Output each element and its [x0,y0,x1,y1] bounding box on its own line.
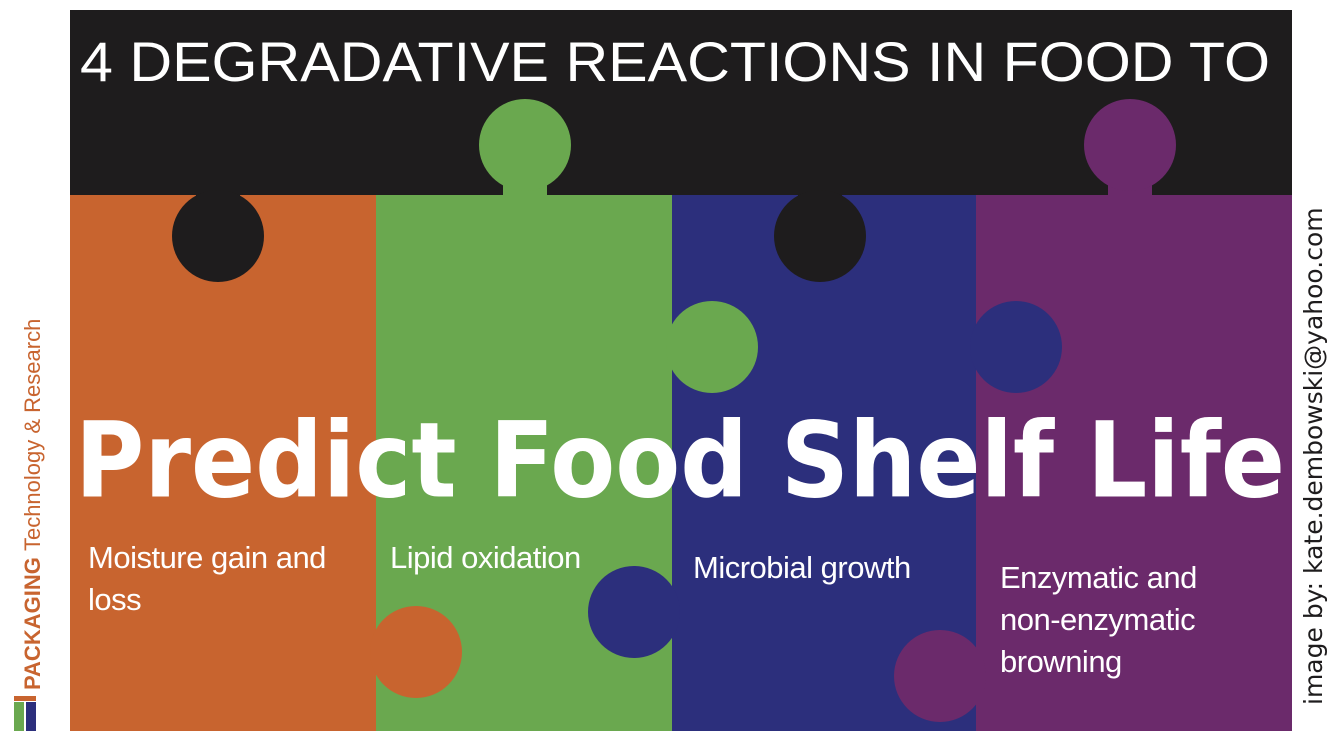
brand-name: PACKAGING [20,557,45,690]
piece-label: Microbial growth [693,547,963,589]
piece-label: Moisture gain and loss [88,537,358,621]
brand: PACKAGING Technology & Research [20,319,45,690]
title: 4 DEGRADATIVE REACTIONS IN FOOD TO [80,30,1270,93]
credit: image by: kate.dembowski@yahoo.com [1299,207,1328,705]
brand-subtitle: Technology & Research [20,319,45,551]
piece-label: Enzymatic and non-enzymatic browning [1000,557,1220,683]
logo [14,696,36,701]
logo [26,702,36,731]
piece-label: Lipid oxidation [390,537,650,579]
headline: Predict Food Shelf Life [75,399,1285,521]
logo [14,702,24,731]
sidebar: PACKAGING Technology & Research [20,319,45,690]
page: 4 DEGRADATIVE REACTIONS IN FOOD TO Predi… [0,0,1336,731]
